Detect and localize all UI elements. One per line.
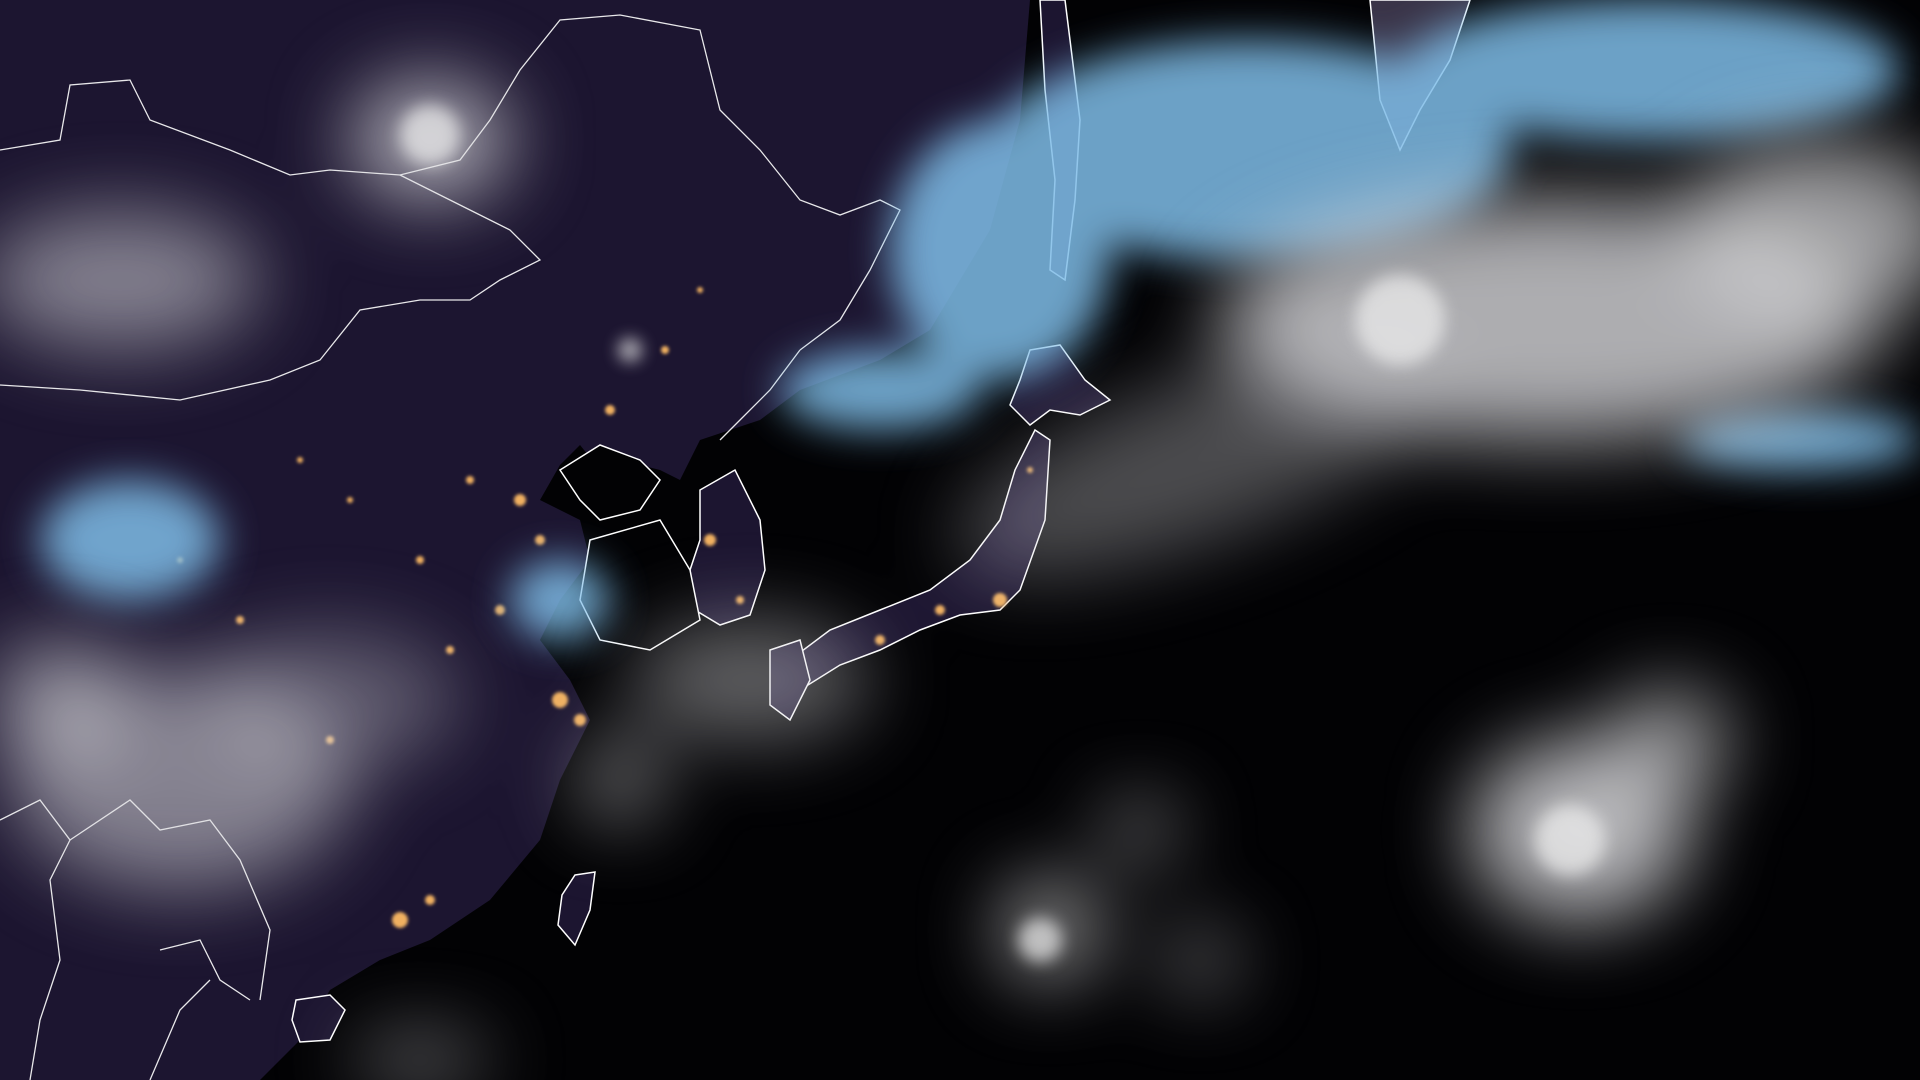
- land-korea: [689, 468, 766, 626]
- high-cloud-ice: [40, 0, 1920, 640]
- land-hainan: [291, 994, 346, 1043]
- land-taiwan: [557, 871, 596, 947]
- bohai-sea: [558, 444, 661, 521]
- cloud-detail: [400, 105, 1605, 962]
